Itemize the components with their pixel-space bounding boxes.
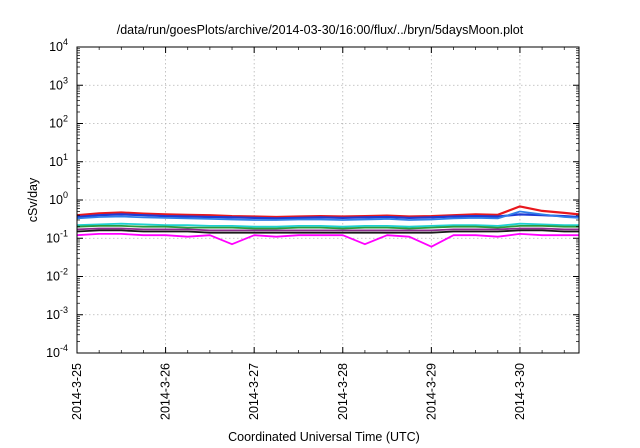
y-tick-label: 100 xyxy=(49,190,68,207)
x-tick-label: 2014-3-28 xyxy=(336,363,350,420)
series-line-7 xyxy=(77,229,579,234)
x-tick-label: 2014-3-27 xyxy=(247,363,261,420)
chart-title: /data/run/goesPlots/archive/2014-03-30/1… xyxy=(117,23,524,37)
grid-lines xyxy=(77,47,579,353)
axis-ticks: 10-4 10-3 10-2 10-1 100 101 102 103 104 2014-3-25… xyxy=(46,37,579,420)
y-tick-label: 104 xyxy=(49,37,68,54)
y-tick-label: 10-1 xyxy=(46,228,68,245)
series-line-4 xyxy=(77,222,579,228)
x-tick-label: 2014-3-26 xyxy=(159,363,173,420)
series-line-3 xyxy=(77,210,579,221)
series-line-2 xyxy=(77,213,579,220)
y-tick-label: 102 xyxy=(49,114,68,131)
plot-area-frame xyxy=(76,46,580,354)
series-layer xyxy=(77,205,579,248)
series-line-6 xyxy=(77,227,579,232)
x-tick-label: 2014-3-30 xyxy=(513,363,527,420)
y-tick-label: 10-3 xyxy=(46,305,68,322)
y-tick-label: 10-4 xyxy=(46,343,68,360)
x-axis-label: Coordinated Universal Time (UTC) xyxy=(228,430,420,444)
y-tick-label: 103 xyxy=(49,75,68,92)
y-axis-label: cSv/day xyxy=(26,177,40,222)
y-tick-label: 101 xyxy=(49,152,68,169)
y-tick-label: 10-2 xyxy=(46,267,68,284)
x-tick-label: 2014-3-29 xyxy=(424,363,438,420)
series-line-5 xyxy=(77,225,579,230)
series-line-1 xyxy=(77,205,579,219)
x-tick-label: 2014-3-25 xyxy=(70,363,84,420)
series-line-8 xyxy=(77,233,579,248)
